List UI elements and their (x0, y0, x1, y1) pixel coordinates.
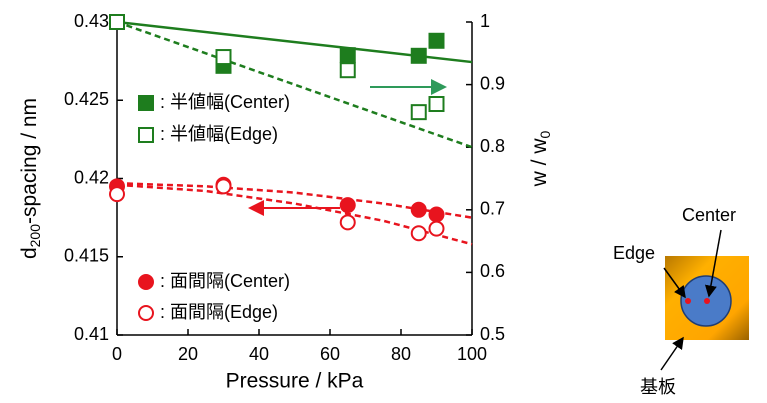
point (430, 207, 444, 221)
point (341, 48, 355, 62)
edge-dot (685, 298, 691, 304)
x-tick-label: 100 (457, 344, 487, 364)
y-tick-label: 0.41 (74, 324, 109, 344)
point (412, 203, 426, 217)
legend-label: : 半値幅(Center) (160, 92, 290, 112)
y2-tick-label: 0.7 (480, 199, 505, 219)
point (217, 179, 231, 193)
legend-marker (139, 275, 153, 289)
point (412, 226, 426, 240)
x-tick-label: 0 (112, 344, 122, 364)
y-tick-label: 0.42 (74, 167, 109, 187)
y-tick-label: 0.43 (74, 11, 109, 31)
point (217, 50, 231, 64)
subscript: 0 (537, 130, 553, 138)
x-tick-label: 60 (320, 344, 340, 364)
point (110, 187, 124, 201)
y2-tick-label: 0.9 (480, 73, 505, 93)
label-part: d (18, 247, 41, 259)
inset-diagram: Center Edge 基板 (613, 205, 749, 397)
x-tick-label: 20 (178, 344, 198, 364)
figure: 0 20 40 60 80 100 0.41 0.415 0.42 0.425 0.43 0.5 0.6… (0, 0, 767, 403)
legend-label: : 半値幅(Edge) (160, 124, 278, 144)
point (341, 198, 355, 212)
y-axis-label: d200-spacing / nm (18, 98, 43, 259)
y2-axis-label: w / w0 (528, 130, 553, 187)
legend-label: : 面間隔(Edge) (160, 302, 278, 322)
center-dot (704, 298, 710, 304)
chart: 0 20 40 60 80 100 0.41 0.415 0.42 0.425 0.43 0.5 0.6… (18, 11, 553, 393)
x-tick-label: 80 (391, 344, 411, 364)
y2-tick-label: 0.6 (480, 261, 505, 281)
x-axis-label: Pressure / kPa (226, 370, 364, 393)
label-part: -spacing / nm (18, 98, 41, 224)
point (341, 63, 355, 77)
y2-tick-label: 0.5 (480, 324, 505, 344)
point (110, 15, 124, 29)
point (430, 97, 444, 111)
y-tick-label: 0.415 (64, 246, 109, 266)
x-tick-label: 40 (249, 344, 269, 364)
label-part: w / w (528, 138, 551, 188)
subscript: 200 (27, 224, 43, 248)
legend-marker (139, 128, 153, 142)
point (430, 34, 444, 48)
legend-marker (139, 306, 153, 320)
y-tick-label: 0.425 (64, 89, 109, 109)
arrow (661, 338, 683, 370)
y2-tick-label: 0.8 (480, 136, 505, 156)
point (412, 49, 426, 63)
substrate-label: 基板 (640, 377, 676, 397)
center-label: Center (682, 205, 736, 225)
point (412, 105, 426, 119)
point (341, 215, 355, 229)
legend-label: : 面間隔(Center) (160, 271, 290, 291)
y2-tick-label: 1 (480, 11, 490, 31)
legend-marker (139, 96, 153, 110)
edge-label: Edge (613, 243, 655, 263)
point (430, 222, 444, 236)
